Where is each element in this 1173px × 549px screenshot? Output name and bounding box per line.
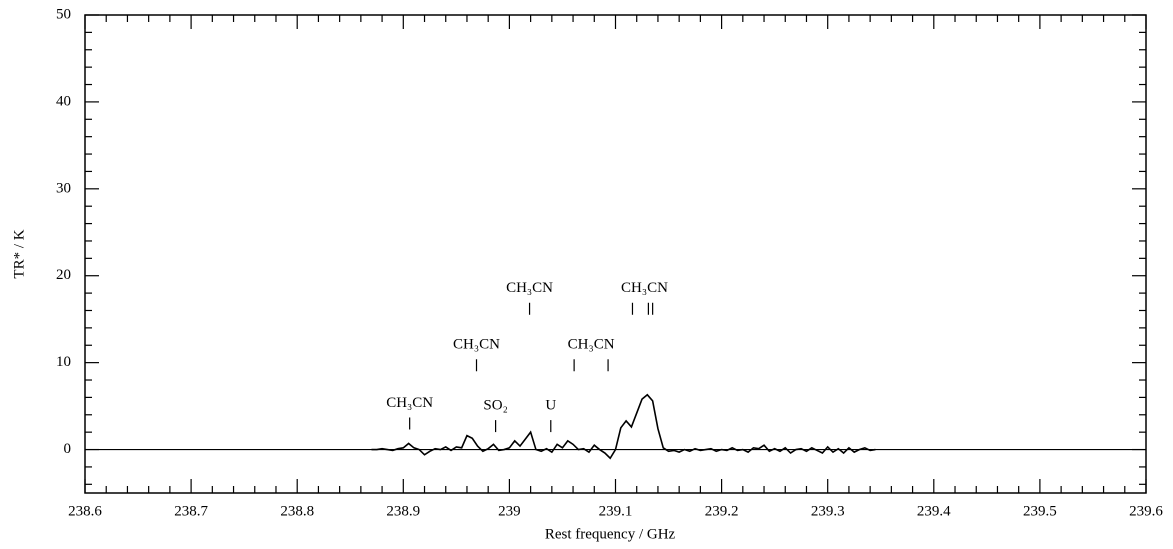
x-tick-label: 238.7 <box>174 503 208 519</box>
y-tick-label: 40 <box>56 93 71 109</box>
x-tick-label: 238.8 <box>280 503 314 519</box>
x-tick-label: 239.6 <box>1129 503 1163 519</box>
x-tick-label: 238.6 <box>68 503 102 519</box>
annotation-label: U <box>545 398 556 414</box>
spectrum-line <box>371 393 876 460</box>
y-tick-label: 0 <box>64 441 72 457</box>
x-tick-label: 238.9 <box>386 503 420 519</box>
x-tick-label: 239 <box>498 503 521 519</box>
y-tick-label: 10 <box>56 354 71 370</box>
plot-frame <box>84 14 1147 494</box>
x-tick-label: 239.5 <box>1023 503 1057 519</box>
x-tick-label: 239.2 <box>705 503 739 519</box>
y-tick-label: 50 <box>56 6 71 22</box>
annotation-label: SO₂ <box>483 398 507 414</box>
x-tick-label: 239.3 <box>811 503 845 519</box>
annotation-label: CH₃CN <box>506 280 553 296</box>
annotation-label: CH₃CN <box>453 337 500 353</box>
annotation-label: CH₃CN <box>568 337 615 353</box>
y-tick-label: 20 <box>56 267 71 283</box>
annotation-label: CH₃CN <box>621 280 668 296</box>
y-tick-label: 30 <box>56 180 71 196</box>
x-axis-label: Rest frequency / GHz <box>545 526 676 542</box>
annotation-label: CH₃CN <box>386 395 433 411</box>
x-tick-label: 239.1 <box>599 503 633 519</box>
y-axis-label: TR* / K <box>11 229 27 278</box>
x-tick-label: 239.4 <box>917 503 951 519</box>
